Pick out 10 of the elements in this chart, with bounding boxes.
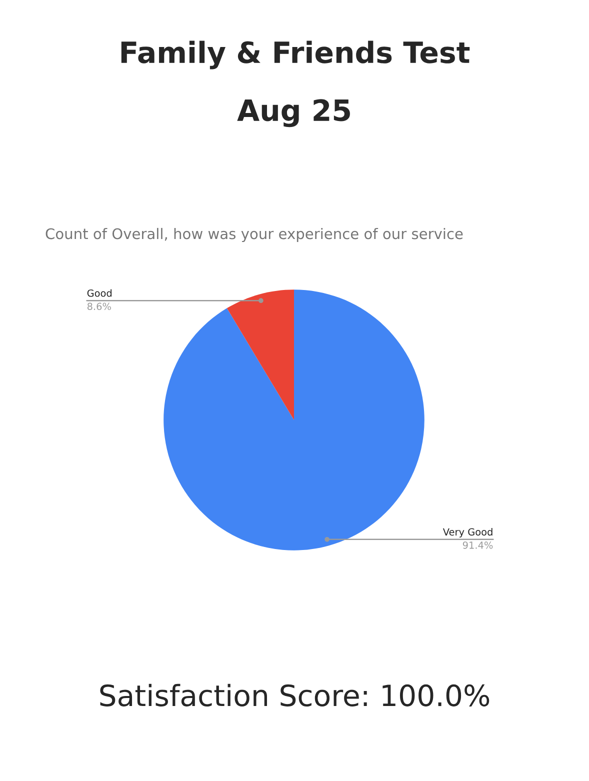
text: Satisfaction Score: 100.0%	[100, 684, 490, 706]
slice-label: Good	[87, 289, 112, 297]
pie-slice	[164, 290, 424, 550]
chart-subtitle: Aug 25	[237, 99, 350, 128]
data-label: 91.4%	[462, 541, 493, 549]
data-label: 8.6%	[87, 302, 111, 310]
pie-slice	[226, 290, 294, 420]
text: Count of Overall, how was your experience of our service	[46, 228, 463, 242]
chart-title: Family & Friends Test	[121, 40, 470, 70]
slice-label: Very Good	[442, 528, 492, 538]
